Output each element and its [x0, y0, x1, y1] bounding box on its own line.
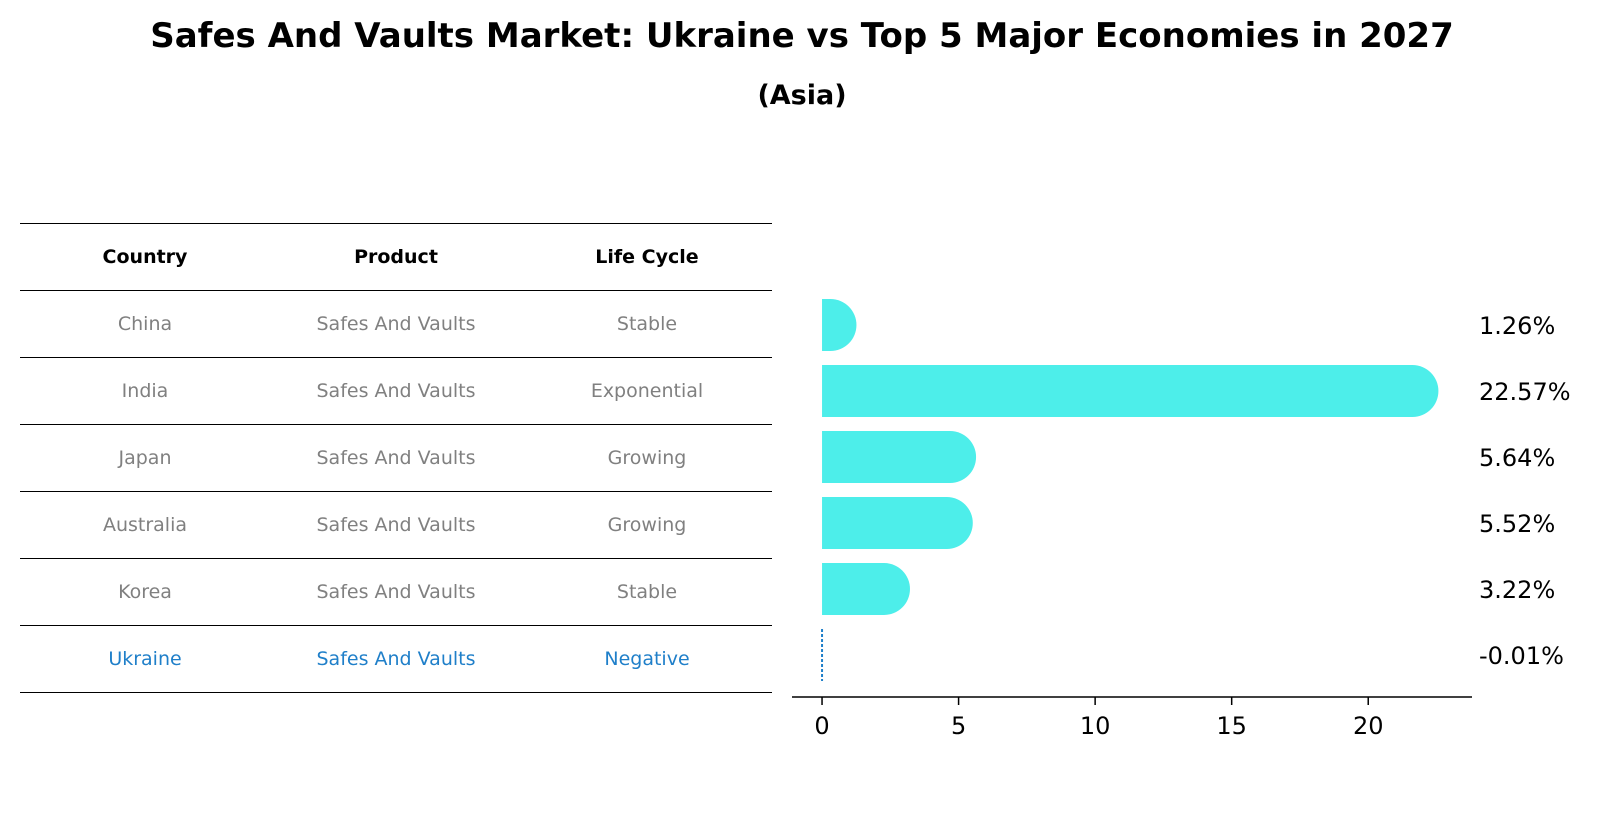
header-life-cycle: Life Cycle [522, 223, 772, 291]
header-product: Product [270, 223, 522, 291]
bar-value-label: 5.52% [1479, 510, 1555, 538]
bar [822, 563, 910, 615]
cell-product: Safes And Vaults [270, 625, 522, 693]
table-row: Australia Safes And Vaults Growing [20, 491, 772, 559]
table-row: China Safes And Vaults Stable [20, 290, 772, 358]
cell-country: Ukraine [20, 625, 270, 693]
table-row: Japan Safes And Vaults Growing [20, 424, 772, 492]
cell-country: China [20, 290, 270, 358]
cell-country: Australia [20, 491, 270, 559]
table-header-row: Country Product Life Cycle [20, 223, 772, 291]
chart-title: Safes And Vaults Market: Ukraine vs Top … [150, 16, 1454, 56]
cell-country: Japan [20, 424, 270, 492]
cell-country: India [20, 357, 270, 425]
bar-value-label: 1.26% [1479, 312, 1555, 340]
market-table: Country Product Life Cycle China Safes A… [20, 223, 772, 693]
cell-product: Safes And Vaults [270, 491, 522, 559]
table-row-highlight: Ukraine Safes And Vaults Negative [20, 625, 772, 693]
bar [822, 299, 857, 351]
x-tick-label: 20 [1353, 712, 1384, 740]
cell-life-cycle: Negative [522, 625, 772, 693]
cell-product: Safes And Vaults [270, 357, 522, 425]
cell-product: Safes And Vaults [270, 424, 522, 492]
bar [822, 365, 1439, 417]
header-country: Country [20, 223, 270, 291]
bar-value-label: 5.64% [1479, 444, 1555, 472]
cell-product: Safes And Vaults [270, 290, 522, 358]
x-tick-label: 0 [814, 712, 829, 740]
bar-value-label: 3.22% [1479, 576, 1555, 604]
cell-country: Korea [20, 558, 270, 626]
cell-life-cycle: Growing [522, 424, 772, 492]
bar-value-label: -0.01% [1479, 642, 1564, 670]
x-tick-label: 15 [1216, 712, 1247, 740]
cell-life-cycle: Stable [522, 290, 772, 358]
x-tick-label: 5 [951, 712, 966, 740]
cell-life-cycle: Growing [522, 491, 772, 559]
bar [822, 497, 973, 549]
bar-value-label: 22.57% [1479, 378, 1571, 406]
bar [822, 431, 977, 483]
table-row: Korea Safes And Vaults Stable [20, 558, 772, 626]
cell-life-cycle: Stable [522, 558, 772, 626]
x-tick-label: 10 [1080, 712, 1111, 740]
table-row: India Safes And Vaults Exponential [20, 357, 772, 425]
chart-subtitle: (Asia) [757, 80, 847, 111]
cell-life-cycle: Exponential [522, 357, 772, 425]
